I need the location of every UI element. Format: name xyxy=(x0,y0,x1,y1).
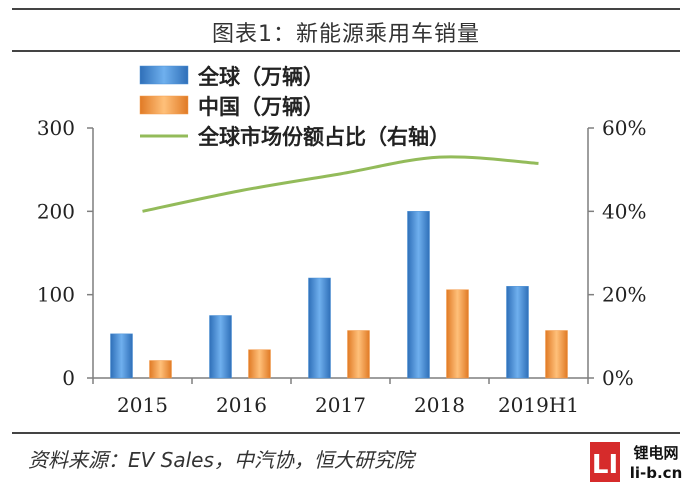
y-left-tick-label: 200 xyxy=(37,199,75,223)
legend-label: 全球（万辆） xyxy=(197,65,324,89)
bar-china xyxy=(446,289,469,379)
legend-swatch-global xyxy=(139,65,189,85)
y-right-tick-label: 0% xyxy=(602,366,634,390)
legend-swatch-china xyxy=(139,95,189,115)
x-tick-label: 2017 xyxy=(315,393,366,417)
top-rule xyxy=(12,8,680,10)
legend: 全球（万辆） 中国（万辆） 全球市场份额占比（右轴） xyxy=(139,65,450,149)
source-note: 资料来源：EV Sales，中汽协，恒大研究院 xyxy=(28,448,414,472)
y-left-tick-label: 0 xyxy=(62,366,75,390)
bar-china xyxy=(347,330,370,379)
watermark-logo-text: LI xyxy=(592,450,618,480)
bar-global xyxy=(506,286,529,379)
watermark-logo: LI 锂电网 li-b.cn xyxy=(590,442,683,482)
y-right-tick-label: 40% xyxy=(602,199,646,223)
chart-title: 图表1：新能源乘用车销量 xyxy=(212,22,480,47)
x-tick-label: 2016 xyxy=(216,393,267,417)
x-tick-label: 2018 xyxy=(414,393,465,417)
legend-label: 中国（万辆） xyxy=(198,95,324,119)
watermark-name: 锂电网 xyxy=(633,444,678,462)
title-underline xyxy=(12,50,680,52)
bar-china xyxy=(545,330,568,379)
y-left-tick-label: 100 xyxy=(37,283,75,307)
legend-label: 全球市场份额占比（右轴） xyxy=(197,125,450,149)
bar-global xyxy=(209,315,232,379)
y-right-tick-label: 60% xyxy=(602,116,646,140)
axes: 0 100 200 300 0% 20% 40% 60% 2015 2016 2017 2018 201… xyxy=(37,116,647,417)
y-right-tick-label: 20% xyxy=(602,283,646,307)
bar-global xyxy=(110,333,133,379)
bars xyxy=(110,211,568,379)
bottom-rule xyxy=(12,432,680,434)
x-tick-label: 2019H1 xyxy=(498,393,579,417)
share-line-path xyxy=(142,155,539,213)
share-line xyxy=(142,155,539,213)
bar-global xyxy=(407,211,430,379)
y-left-tick-label: 300 xyxy=(37,116,75,140)
watermark-domain: li-b.cn xyxy=(630,464,683,482)
bar-china xyxy=(149,360,172,379)
bar-global xyxy=(308,277,331,379)
bar-china xyxy=(248,349,271,379)
x-tick-label: 2015 xyxy=(117,393,168,417)
